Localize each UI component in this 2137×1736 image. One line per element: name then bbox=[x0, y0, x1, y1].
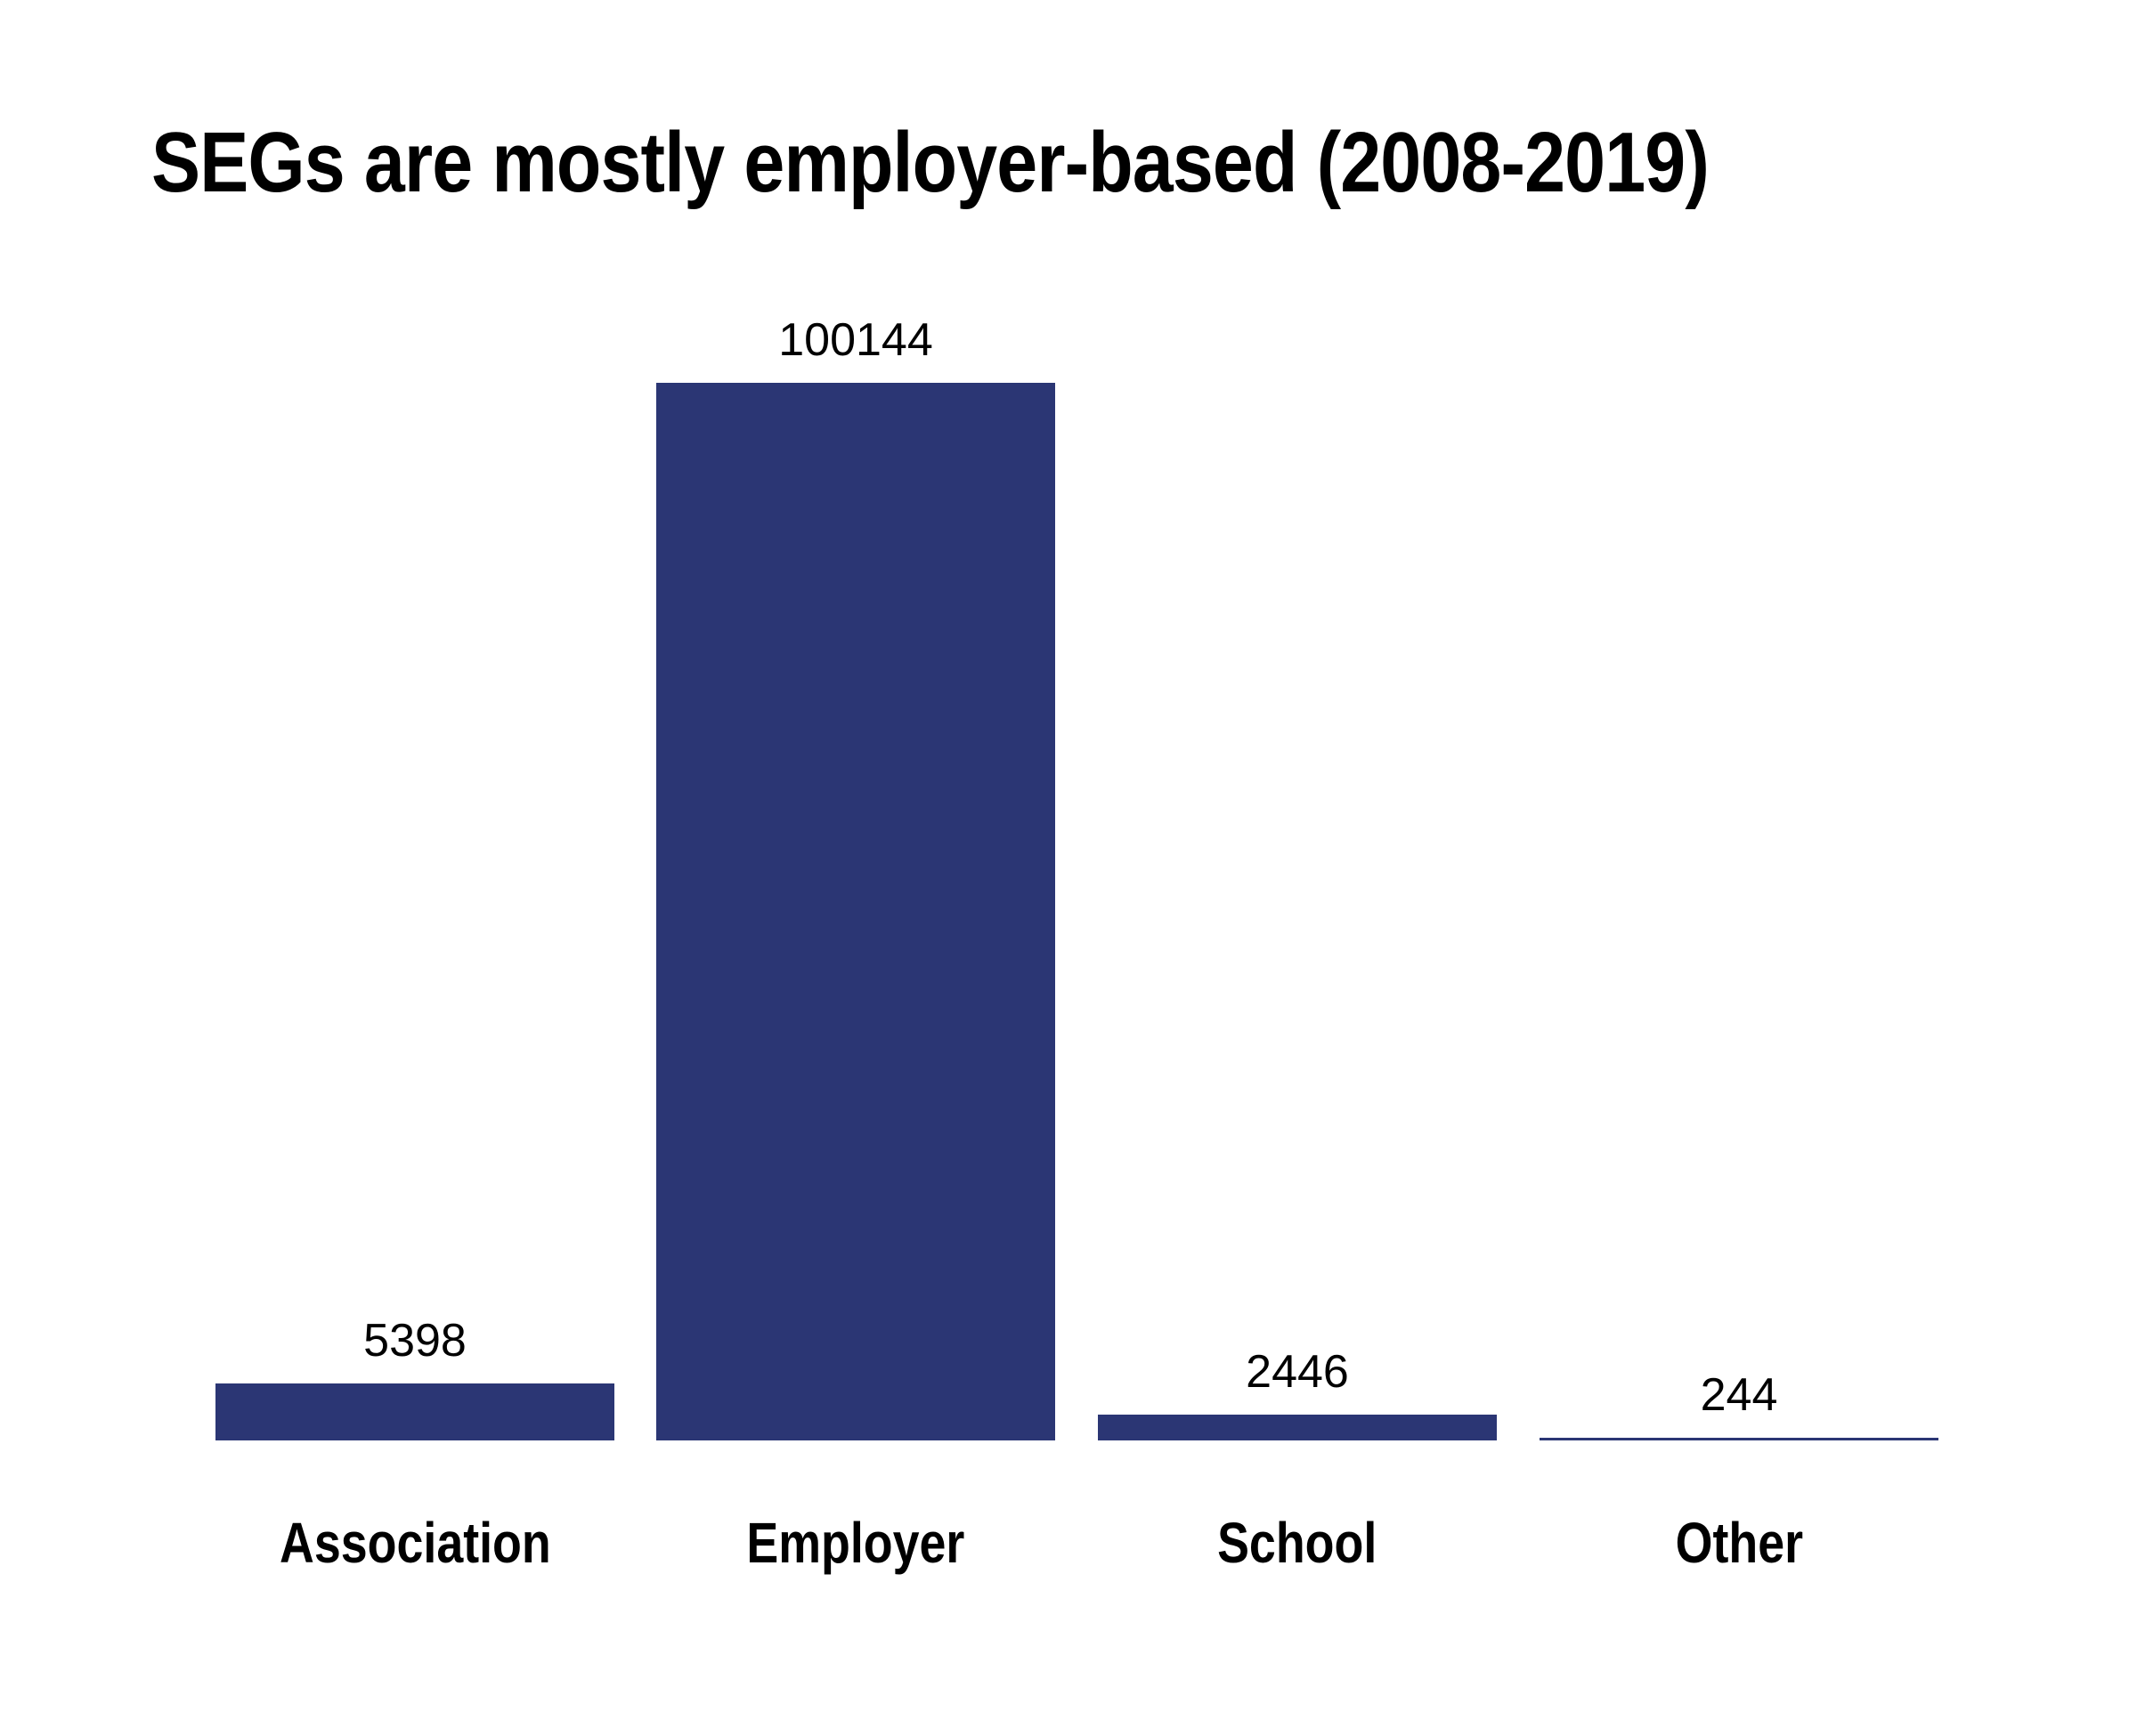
category-label-other: Other bbox=[1486, 1512, 1992, 1574]
category-label-employer: Employer bbox=[603, 1512, 1109, 1574]
bar-school bbox=[1098, 1415, 1497, 1440]
value-label-school: 2446 bbox=[1246, 1346, 1349, 1398]
bar-employer bbox=[656, 383, 1055, 1440]
category-label-association: Association bbox=[162, 1512, 668, 1574]
bar-other bbox=[1540, 1438, 1938, 1440]
category-label-text: School bbox=[1217, 1511, 1377, 1575]
category-label-text: Association bbox=[279, 1511, 551, 1575]
category-label-school: School bbox=[1044, 1512, 1550, 1574]
category-label-text: Other bbox=[1675, 1511, 1803, 1575]
value-label-employer: 100144 bbox=[778, 314, 933, 366]
bar-group-other: 244 Other bbox=[1540, 0, 1938, 1736]
chart-title: SEGs are mostly employer-based (2008-201… bbox=[151, 115, 1710, 210]
bar-group-school: 2446 School bbox=[1098, 0, 1497, 1736]
category-label-text: Employer bbox=[746, 1511, 965, 1575]
value-label-other: 244 bbox=[1700, 1369, 1778, 1421]
value-label-association: 5398 bbox=[363, 1315, 467, 1367]
bar-association bbox=[215, 1383, 614, 1440]
bar-group-association: 5398 Association bbox=[215, 0, 614, 1736]
bar-group-employer: 100144 Employer bbox=[656, 0, 1055, 1736]
